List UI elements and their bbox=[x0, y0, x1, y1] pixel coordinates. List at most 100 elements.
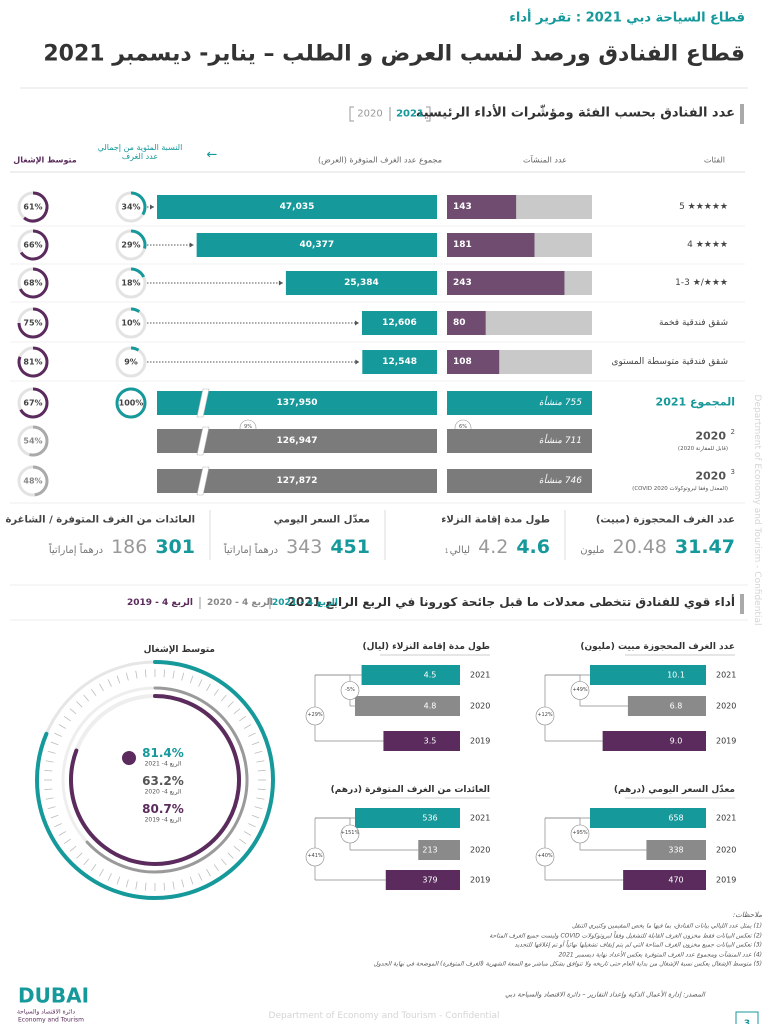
mini-bar-value: 9.0 bbox=[669, 736, 683, 746]
gauge-tick bbox=[44, 788, 53, 791]
note-line: (3) تعكس البيانات جميع مخزون الغرف المتا… bbox=[514, 941, 762, 949]
gauge-tick bbox=[50, 741, 59, 746]
change-bubble bbox=[340, 681, 360, 700]
gauge-tick bbox=[116, 675, 121, 684]
column-header: عدد المنشآت bbox=[523, 155, 567, 165]
establishments-value: 108 bbox=[453, 356, 472, 367]
gauge-tick bbox=[251, 741, 260, 746]
establishments-bar bbox=[447, 271, 565, 295]
ring-arc bbox=[130, 229, 147, 249]
category-label: ★★★★★ 5 bbox=[679, 201, 728, 212]
establishments-value: 181 bbox=[453, 239, 472, 250]
ring-arc bbox=[130, 346, 140, 352]
gauge-tick bbox=[58, 724, 66, 729]
ring-arc bbox=[19, 387, 49, 419]
gauge-tick bbox=[189, 876, 194, 885]
rooms-value: 25,384 bbox=[344, 277, 379, 288]
gauge-value: 81.4% bbox=[142, 746, 184, 761]
mini-bar bbox=[590, 665, 706, 685]
gauge-tick bbox=[125, 879, 129, 888]
rooms-value: 127,872 bbox=[276, 475, 318, 486]
gauge-tick bbox=[125, 672, 129, 681]
ring-arc bbox=[130, 307, 141, 313]
gauge-title: متوسط الإشغال bbox=[143, 644, 215, 655]
ring-arc bbox=[130, 191, 147, 216]
footnote-ref: 3 bbox=[730, 467, 735, 476]
year-label: 2021 bbox=[716, 670, 737, 680]
arrow: ← bbox=[206, 147, 218, 163]
kpi-values: 4.6 4.2 ليالي 1 bbox=[444, 536, 550, 559]
gauge-tick bbox=[248, 732, 256, 737]
change-bubble bbox=[535, 847, 555, 867]
rooms-bar bbox=[285, 271, 437, 295]
kpi-unit: مليون bbox=[580, 545, 605, 557]
section-title: أداء قوي للفنادق تتخطى معدلات ما قبل جائ… bbox=[287, 595, 735, 610]
mini-bar bbox=[602, 731, 706, 751]
logo-english: Economy and Tourism bbox=[18, 1016, 84, 1024]
establishments-bar bbox=[447, 350, 500, 374]
establishments-bar bbox=[447, 469, 592, 493]
establishments-bar bbox=[447, 233, 535, 257]
occupancy-value: 68% bbox=[23, 278, 43, 288]
kpi-value-2020: 20.48 bbox=[612, 536, 667, 559]
gauge-tick bbox=[58, 831, 66, 836]
kpi-title: طول مدة إقامة النزلاء bbox=[441, 514, 550, 526]
mini-bar bbox=[590, 808, 706, 828]
gauge-tick bbox=[54, 732, 62, 737]
occupancy-value: 66% bbox=[23, 240, 43, 250]
note-line: (1) يمثل عدد الليالي بيانات الفنادق، بما… bbox=[571, 922, 762, 930]
category-label: شقق فندقية فخمة bbox=[658, 317, 728, 328]
toggle-option[interactable]: الربع 4 - 2019 bbox=[126, 597, 194, 608]
gauge-tick bbox=[220, 858, 227, 866]
mini-chart-title: العائدات من الغرف المتوفرة (درهم) bbox=[330, 784, 490, 795]
kpi-value-2020: 4.2 bbox=[478, 536, 509, 559]
gauge-tick bbox=[99, 683, 104, 691]
year-label: 2019 bbox=[470, 736, 491, 746]
total-note: (المعدل وفقا لبروتوكولات COVID 2020) bbox=[632, 485, 728, 492]
establishments-bar bbox=[447, 195, 517, 219]
change-bubble bbox=[535, 706, 555, 726]
kpi-value-2020: 343 bbox=[286, 536, 323, 559]
toggle-option[interactable]: 2020 bbox=[357, 108, 383, 120]
kpi-value-2020: 186 bbox=[111, 536, 148, 559]
share-value: 29% bbox=[121, 240, 141, 250]
gauge-tick bbox=[91, 688, 97, 696]
mini-chart-title: طول مدة إقامة النزلاء (ليال) bbox=[362, 641, 490, 652]
gauge-tick bbox=[256, 797, 265, 800]
toggle-option[interactable]: 2021 bbox=[396, 108, 424, 120]
occupancy-value: 48% bbox=[23, 476, 43, 486]
ring-arc bbox=[23, 191, 49, 223]
change-value: -5% bbox=[345, 686, 355, 693]
gauge-tick bbox=[244, 724, 252, 729]
gauge-tick bbox=[189, 675, 194, 684]
section-title: عدد الفنادق بحسب الفئة ومؤشّرات الأداء ا… bbox=[415, 105, 735, 121]
watermark-vertical: Department of Economy and Tourism - Conf… bbox=[752, 394, 763, 626]
toggle-option[interactable]: الربع 4 - 2020 bbox=[206, 597, 274, 608]
gauge-tick bbox=[163, 669, 166, 678]
total-label: المجموع 2021 bbox=[655, 395, 735, 409]
footnote-ref: 1 bbox=[444, 548, 449, 556]
toggle-option[interactable]: الربع 4 - 2021 bbox=[271, 597, 339, 608]
mini-bar bbox=[361, 665, 460, 685]
gauge-period: الربع 4- 2021 bbox=[144, 760, 182, 768]
kpi-title: عدد الغرف المحجوزة (مبيت) bbox=[595, 514, 735, 526]
gauge-tick bbox=[244, 831, 252, 836]
gauge-tick bbox=[198, 873, 203, 881]
mini-bar bbox=[646, 840, 706, 860]
gauge-tick bbox=[47, 806, 56, 810]
kpi-value-2021: 451 bbox=[330, 536, 370, 559]
kpi-unit: ليالي bbox=[449, 545, 471, 557]
gauge-tick bbox=[254, 750, 263, 754]
gauge-tick bbox=[69, 845, 77, 852]
mini-chart-title: معدّل السعر اليومي (درهم) bbox=[613, 784, 735, 795]
establishments-bar bbox=[447, 391, 592, 415]
establishments-value: 143 bbox=[453, 201, 472, 212]
category-label: ★★★/★ 1-3 bbox=[675, 277, 728, 288]
bracket bbox=[426, 106, 431, 122]
change-value: +95% bbox=[572, 830, 588, 837]
mini-bar-value: 10.1 bbox=[667, 670, 685, 680]
logo: DUBAI bbox=[18, 983, 90, 1008]
gauge-value: 80.7% bbox=[142, 802, 184, 817]
gauge-tick bbox=[251, 814, 260, 819]
kpi-value-2021: 4.6 bbox=[516, 536, 550, 559]
